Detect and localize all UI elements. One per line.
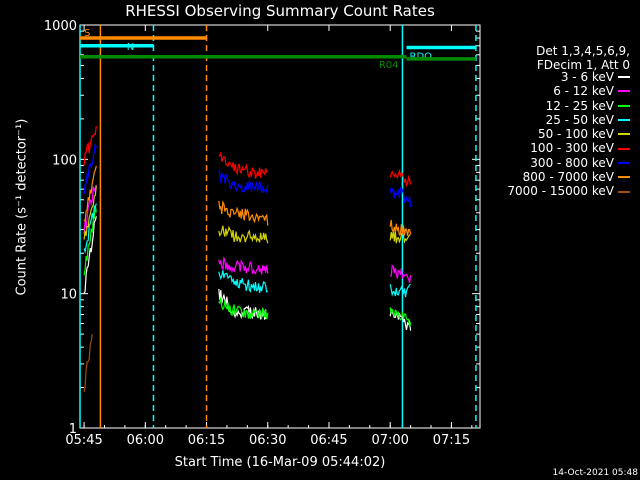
legend-label: 6 - 12 keV	[553, 84, 614, 99]
legend-label: 3 - 6 keV	[560, 70, 614, 84]
legend-swatch	[618, 104, 630, 107]
y-tick-label-2: 100	[52, 153, 77, 168]
legend-label: 100 - 300 keV	[530, 141, 614, 156]
series-line-0-seg-0	[83, 216, 97, 294]
series-line-1-seg-3	[390, 264, 412, 283]
series-line-6-seg-0	[83, 144, 97, 195]
legend: 3 - 6 keV 6 - 12 keV 12 - 25 keV 25 - 50 ke…	[507, 70, 630, 199]
legend-item: 12 - 25 keV	[507, 99, 630, 113]
plot-frame	[79, 24, 481, 429]
legend-header-line-2: FDecim 1, Att 0	[536, 58, 630, 72]
legend-item: 100 - 300 keV	[507, 141, 630, 155]
legend-item: 300 - 800 keV	[507, 156, 630, 170]
legend-header-line-1: Det 1,3,4,5,6,9,	[536, 44, 630, 58]
series-line-5-seg-0	[83, 126, 97, 166]
series-line-4-seg-0	[83, 185, 97, 240]
series-line-6-seg-3	[389, 186, 412, 208]
series-line-3-seg-0	[83, 203, 97, 254]
series-line-1-seg-0	[83, 184, 97, 235]
series-line-4-seg-1	[218, 225, 269, 244]
legend-label: 800 - 7000 keV	[522, 170, 614, 185]
series-line-3-seg-3	[389, 283, 411, 298]
x-axis-label: Start Time (16-Mar-09 05:44:02)	[174, 455, 386, 470]
timestamp: 14-Oct-2021 05:48	[552, 468, 638, 478]
legend-item: 3 - 6 keV	[507, 70, 630, 84]
legend-label: 300 - 800 keV	[530, 155, 614, 170]
legend-item: 25 - 50 keV	[507, 113, 630, 127]
legend-label: 12 - 25 keV	[545, 98, 614, 113]
annotation-label-1: N	[127, 42, 134, 53]
series-line-4-seg-3	[389, 230, 411, 244]
series-line-6-seg-1	[218, 170, 269, 195]
series-line-1-seg-1	[218, 256, 269, 275]
series-line-7-seg-1	[218, 199, 269, 226]
annotation-label-0: S	[84, 28, 90, 39]
series-line-2-seg-1	[218, 297, 269, 320]
series-line-7-seg-3	[389, 219, 412, 236]
legend-label: 25 - 50 keV	[545, 112, 614, 127]
y-tick-label-3: 1000	[44, 19, 77, 34]
chart-title: RHESSI Observing Summary Count Rates	[125, 2, 435, 20]
y-tick-label-0: 1	[69, 422, 77, 437]
legend-item: 6 - 12 keV	[507, 84, 630, 98]
legend-swatch	[618, 90, 630, 93]
series-line-5-seg-3	[389, 169, 412, 188]
series-line-2-seg-0	[83, 205, 97, 276]
legend-item: 800 - 7000 keV	[507, 170, 630, 184]
x-tick-label-3: 06:30	[249, 433, 286, 448]
y-axis-label: Count Rate (s⁻¹ detector⁻¹)	[14, 118, 30, 296]
legend-item: 50 - 100 keV	[507, 127, 630, 141]
x-tick-label-6: 07:15	[433, 433, 470, 448]
annotation-label-2: R04	[379, 60, 399, 71]
legend-swatch	[618, 119, 630, 122]
x-tick-label-1: 06:00	[127, 433, 164, 448]
legend-swatch	[618, 133, 630, 136]
y-tick-label-1: 10	[60, 288, 77, 303]
series-line-3-seg-1	[218, 270, 269, 293]
series-line-7-seg-0	[83, 165, 97, 223]
legend-item: 7000 - 15000 keV	[507, 184, 630, 198]
series-line-5-seg-1	[218, 152, 268, 179]
series-line-2-seg-3	[389, 307, 412, 328]
x-tick-label-4: 06:45	[310, 433, 347, 448]
legend-label: 50 - 100 keV	[537, 127, 614, 142]
annotation-label-3: RDO	[410, 51, 433, 62]
legend-swatch	[618, 176, 630, 179]
series-line-8-seg-0	[83, 334, 93, 393]
legend-swatch	[618, 161, 630, 164]
legend-label: 7000 - 15000 keV	[507, 184, 614, 199]
legend-header: Det 1,3,4,5,6,9, FDecim 1, Att 0	[536, 44, 630, 72]
x-tick-label-5: 07:00	[371, 433, 408, 448]
legend-swatch	[618, 190, 630, 193]
legend-swatch	[618, 76, 630, 79]
legend-swatch	[618, 147, 630, 150]
x-tick-label-2: 06:15	[188, 433, 225, 448]
x-tick-label-0: 05:45	[65, 433, 102, 448]
